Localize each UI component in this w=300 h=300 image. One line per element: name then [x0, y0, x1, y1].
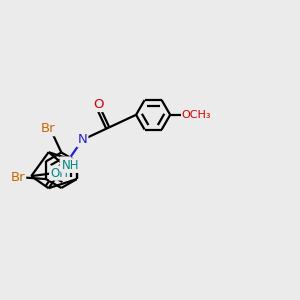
Text: Br: Br — [40, 122, 55, 135]
Text: N: N — [61, 158, 70, 170]
Text: OCH₃: OCH₃ — [182, 110, 211, 120]
Text: N: N — [78, 133, 87, 146]
Text: O: O — [93, 98, 104, 111]
Text: OH: OH — [50, 167, 68, 180]
Text: NH: NH — [62, 159, 79, 172]
Text: Br: Br — [11, 171, 25, 184]
